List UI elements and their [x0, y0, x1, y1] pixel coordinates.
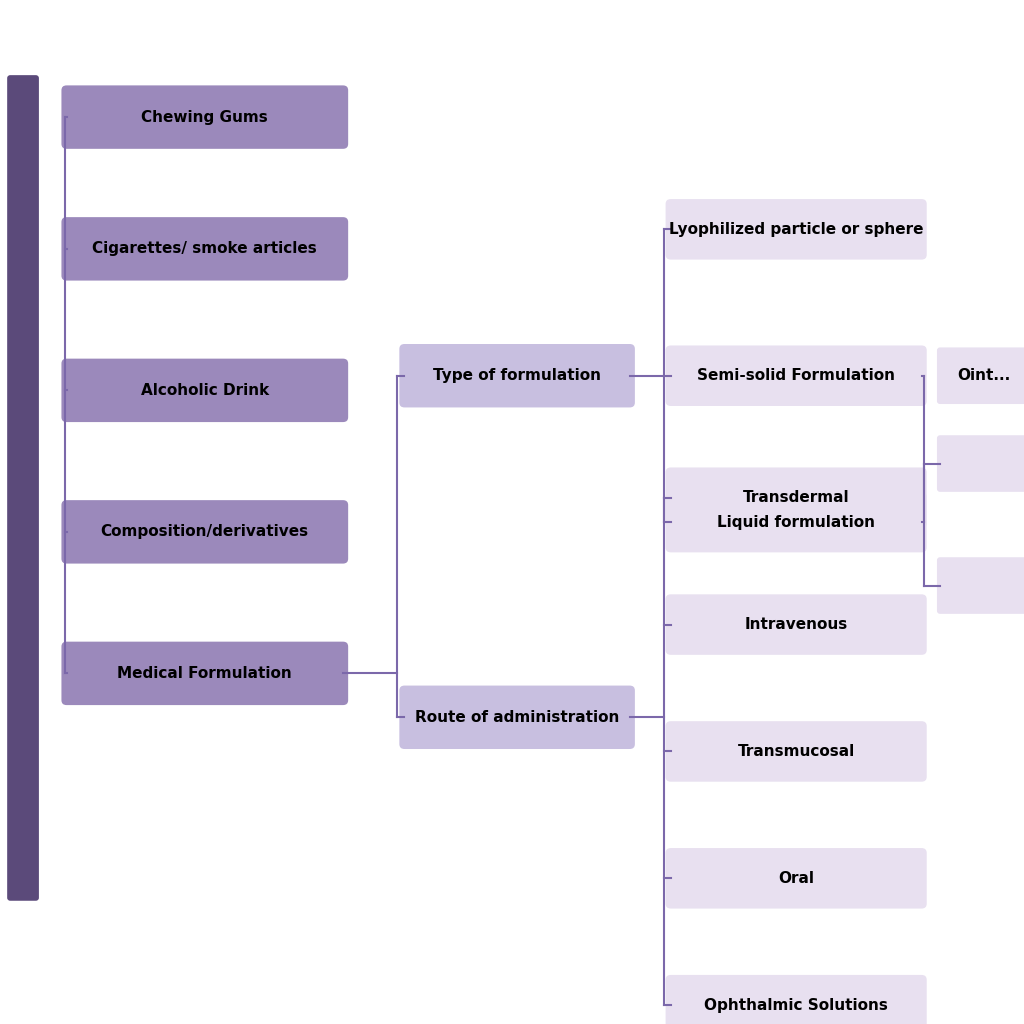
Text: Semi-solid Formulation: Semi-solid Formulation: [697, 369, 895, 383]
FancyBboxPatch shape: [61, 217, 348, 281]
FancyBboxPatch shape: [937, 557, 1024, 613]
Text: Oint...: Oint...: [957, 369, 1011, 383]
FancyBboxPatch shape: [61, 500, 348, 563]
FancyBboxPatch shape: [937, 347, 1024, 404]
FancyBboxPatch shape: [666, 345, 927, 406]
Text: Ophthalmic Solutions: Ophthalmic Solutions: [705, 997, 888, 1013]
Text: Liquid formulation: Liquid formulation: [717, 515, 876, 529]
FancyBboxPatch shape: [666, 199, 927, 260]
FancyBboxPatch shape: [61, 642, 348, 706]
FancyBboxPatch shape: [666, 492, 927, 552]
FancyBboxPatch shape: [666, 848, 927, 908]
FancyBboxPatch shape: [61, 85, 348, 148]
Text: Lyophilized particle or sphere: Lyophilized particle or sphere: [669, 222, 924, 237]
FancyBboxPatch shape: [399, 686, 635, 749]
FancyBboxPatch shape: [666, 594, 927, 654]
FancyBboxPatch shape: [666, 468, 927, 528]
FancyBboxPatch shape: [666, 721, 927, 781]
Text: Chewing Gums: Chewing Gums: [141, 110, 268, 125]
FancyBboxPatch shape: [7, 75, 39, 901]
Text: Oral: Oral: [778, 870, 814, 886]
Text: Cigarettes/ smoke articles: Cigarettes/ smoke articles: [92, 242, 317, 256]
Text: Medical Formulation: Medical Formulation: [118, 666, 292, 681]
Text: Alcoholic Drink: Alcoholic Drink: [140, 383, 269, 398]
FancyBboxPatch shape: [666, 975, 927, 1024]
FancyBboxPatch shape: [399, 344, 635, 408]
FancyBboxPatch shape: [61, 358, 348, 422]
Text: Composition/derivatives: Composition/derivatives: [100, 524, 309, 540]
FancyBboxPatch shape: [937, 435, 1024, 492]
Text: Intravenous: Intravenous: [744, 617, 848, 632]
Text: Transdermal: Transdermal: [742, 490, 850, 505]
Text: Type of formulation: Type of formulation: [433, 369, 601, 383]
Text: Route of administration: Route of administration: [415, 710, 620, 725]
Text: Transmucosal: Transmucosal: [737, 744, 855, 759]
